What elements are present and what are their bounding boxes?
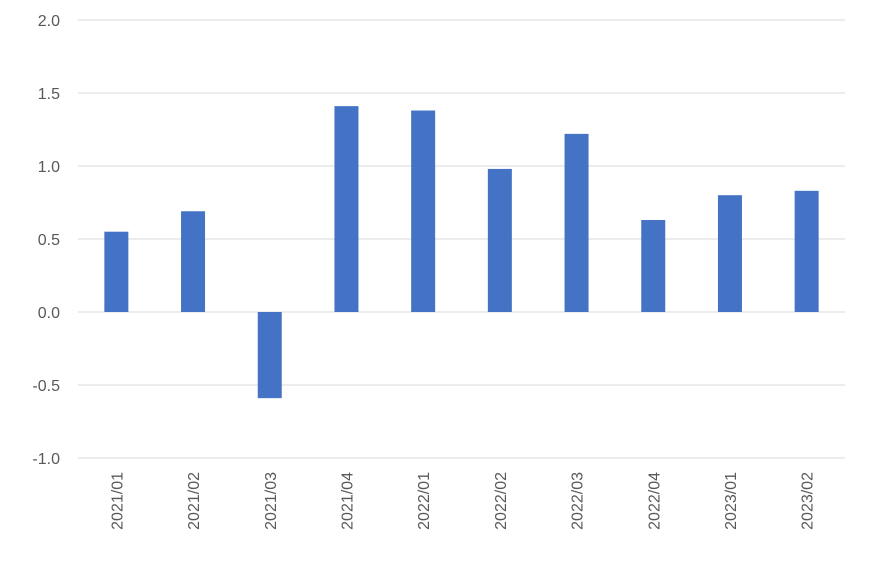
bars: [104, 106, 819, 399]
y-tick-label: 1.5: [38, 86, 60, 103]
x-tick-label: 2021/03: [263, 472, 280, 530]
bar-2022-04: [641, 220, 666, 312]
x-tick-label: 2022/02: [493, 472, 510, 530]
y-tick-label: -1.0: [32, 451, 60, 468]
bar-2022-02: [487, 168, 512, 312]
bar-2022-01: [411, 110, 436, 313]
x-tick-label: 2022/03: [570, 472, 587, 530]
y-axis-tick-labels: 2.0 1.5 1.0 0.5 0.0 -0.5 -1.0: [32, 13, 60, 468]
bar-2021-04: [334, 106, 359, 312]
y-tick-label: -0.5: [32, 378, 60, 395]
bar-2023-01: [717, 195, 742, 312]
x-tick-label: 2021/02: [186, 472, 203, 530]
bar-2023-02: [794, 190, 819, 312]
y-tick-label: 0.5: [38, 232, 60, 249]
bar-2022-03: [564, 133, 589, 312]
bar-2021-03: [257, 312, 282, 399]
y-tick-label: 1.0: [38, 159, 60, 176]
x-tick-label: 2021/04: [339, 472, 356, 530]
y-tick-label: 2.0: [38, 13, 60, 30]
x-tick-label: 2022/04: [646, 472, 663, 530]
x-tick-label: 2023/01: [723, 472, 740, 530]
bar-2021-01: [104, 231, 129, 312]
y-tick-label: 0.0: [38, 305, 60, 322]
x-axis-tick-labels: 2021/01 2021/02 2021/03 2021/04 2022/01 2022/…: [109, 472, 816, 530]
x-tick-label: 2023/02: [800, 472, 817, 530]
bar-2021-02: [181, 211, 206, 312]
x-tick-label: 2022/01: [416, 472, 433, 530]
x-tick-label: 2021/01: [109, 472, 126, 530]
gridlines: [78, 19, 845, 459]
